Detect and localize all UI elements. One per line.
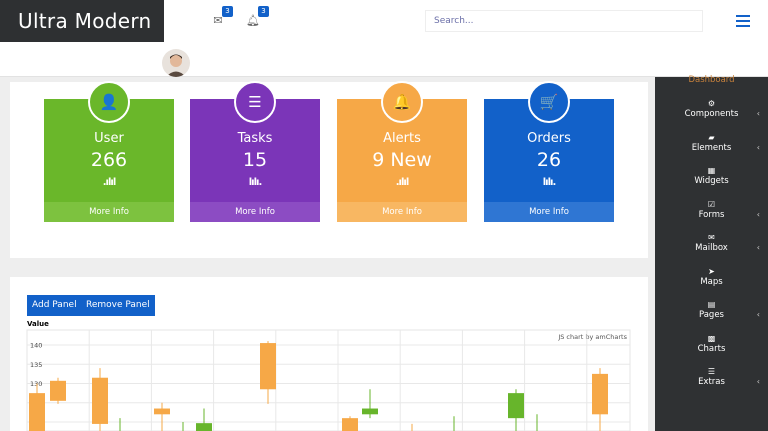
sidebar-item-maps[interactable]: ➤ Maps (655, 267, 768, 287)
envelope-icon: ✉ (708, 233, 715, 242)
chevron-left-icon: ‹ (756, 377, 760, 386)
sidebar-item-widgets[interactable]: ▦ Widgets (655, 166, 768, 186)
candle-body[interactable] (154, 408, 170, 415)
candlestick-chart: Value JS chart by amCharts 1401351301251… (26, 320, 631, 431)
chart-credit[interactable]: JS chart by amCharts (557, 333, 627, 341)
stat-card-user: 👤 User 266 .ılıl More Info (44, 81, 174, 222)
sidebar-item-extras[interactable]: ☰ Extras ‹ (655, 367, 768, 387)
candle-body[interactable] (342, 418, 358, 431)
sidebar-item-label: Dashboard (688, 75, 735, 85)
sidebar-item-forms[interactable]: ☑ Forms ‹ (655, 200, 768, 220)
bar-chart-icon: lılı. (248, 177, 263, 188)
bar-chart-icon: .ılıl (395, 177, 410, 188)
cogs-icon: ⚙ (707, 99, 716, 108)
sidebar-item-label: Widgets (694, 176, 729, 186)
bell-icon[interactable]: 🔔︎ (246, 14, 260, 27)
sidebar-item-dashboard[interactable]: Dashboard (655, 75, 768, 85)
card-label: Orders (527, 131, 571, 146)
sidebar-item-label: Forms (698, 209, 725, 220)
candle-body[interactable] (50, 380, 66, 401)
sidebar-item-mailbox[interactable]: ✉ Mailbox ‹ (655, 233, 768, 253)
search-input[interactable] (425, 10, 703, 32)
chart-icon: ▩ (707, 333, 716, 343)
location-arrow-icon: ➤ (708, 266, 715, 276)
stat-card-orders: 🛒 Orders 26 lılı. More Info (484, 81, 614, 222)
sidebar-item-label: Charts (697, 343, 726, 354)
candle-body[interactable] (508, 393, 524, 419)
more-info-link[interactable]: More Info (44, 202, 174, 222)
chevron-left-icon: ‹ (756, 243, 760, 252)
app-logo[interactable]: Ultra Modern (0, 0, 164, 42)
sidebar: Dashboard ⚙ Components ‹ ▰ Elements ‹ ▦ Widgets ☑… (655, 75, 768, 431)
bell-badge: 3 (258, 6, 269, 17)
candle-body[interactable] (196, 423, 212, 431)
y-tick-label: 130 (30, 380, 42, 388)
candle-body[interactable] (592, 373, 608, 415)
sidebar-item-label: Pages (698, 310, 724, 320)
card-label: Tasks (237, 131, 273, 146)
card-label: User (94, 131, 124, 146)
remove-panel-button[interactable]: Remove Panel (81, 295, 155, 316)
file-icon: ▤ (707, 300, 716, 309)
sidebar-item-elements[interactable]: ▰ Elements ‹ (655, 133, 768, 153)
stat-card-alerts: 🔔 Alerts 9 New .ılıl More Info (337, 81, 467, 222)
top-header: Ultra Modern ✉ 3 🔔︎ 3 (0, 0, 768, 77)
more-info-link[interactable]: More Info (337, 202, 467, 222)
more-info-link[interactable]: More Info (484, 202, 614, 222)
user-icon: 👤 (88, 81, 130, 123)
mail-icon[interactable]: ✉ (213, 14, 223, 27)
cart-icon: 🛒 (528, 81, 570, 123)
hamburger-menu-icon[interactable] (736, 15, 750, 27)
card-value: 9 New (372, 149, 432, 171)
y-tick-label: 135 (30, 361, 42, 369)
mail-badge: 3 (222, 6, 233, 17)
more-info-link[interactable]: More Info (190, 202, 320, 222)
card-label: Alerts (383, 131, 421, 146)
card-value: 266 (90, 149, 128, 171)
candle-body[interactable] (92, 377, 108, 424)
sidebar-item-label: Extras (698, 377, 725, 387)
book-icon: ▰ (708, 132, 715, 142)
bar-chart-icon: lılı. (542, 177, 557, 188)
list-icon: ☰ (234, 81, 276, 123)
chevron-left-icon: ‹ (756, 209, 760, 219)
grid-icon: ▦ (707, 166, 716, 175)
chevron-left-icon: ‹ (756, 109, 760, 118)
bell-icon: 🔔 (381, 81, 423, 123)
sidebar-item-label: Mailbox (695, 243, 728, 253)
sidebar-item-components[interactable]: ⚙ Components ‹ (655, 99, 768, 119)
card-value: 26 (536, 149, 562, 171)
sidebar-item-label: Maps (700, 276, 723, 287)
candle-body[interactable] (29, 393, 45, 431)
candle-body[interactable] (260, 343, 276, 390)
chevron-left-icon: ‹ (756, 142, 760, 152)
y-tick-label: 140 (30, 342, 42, 350)
sidebar-item-label: Elements (691, 142, 732, 153)
sidebar-item-label: Components (684, 109, 739, 119)
candle-body[interactable] (362, 408, 378, 415)
bar-chart-icon: .ılıl (102, 177, 117, 188)
sidebar-item-charts[interactable]: ▩ Charts (655, 334, 768, 354)
add-panel-button[interactable]: Add Panel (27, 295, 82, 316)
sidebar-item-pages[interactable]: ▤ Pages ‹ (655, 300, 768, 320)
plot-area (26, 329, 631, 431)
y-axis-label: Value (27, 320, 49, 328)
card-value: 15 (242, 149, 268, 171)
check-square-icon: ☑ (707, 199, 716, 209)
stat-card-tasks: ☰ Tasks 15 lılı. More Info (190, 81, 320, 222)
chevron-left-icon: ‹ (756, 310, 760, 319)
list-icon: ☰ (707, 367, 716, 376)
avatar[interactable] (162, 49, 190, 77)
